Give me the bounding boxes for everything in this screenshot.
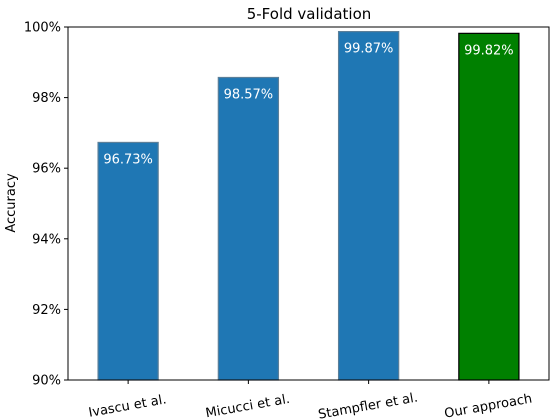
y-tick-label: 94% — [32, 232, 61, 247]
bars-layer — [97, 30, 520, 381]
bar — [217, 76, 280, 381]
x-tick-label: Our approach — [443, 391, 533, 420]
bar — [458, 32, 520, 381]
x-tick-label: Ivascu et al. — [87, 392, 167, 420]
x-tick-label: Micucci et al. — [205, 392, 292, 420]
y-tick-label: 100% — [24, 21, 61, 36]
data-label: 98.57% — [224, 87, 274, 102]
x-tick-label: Stampfler et al. — [317, 390, 419, 420]
chart-title: 5-Fold validation — [247, 5, 372, 23]
data-labels-layer: 96.73% 98.57% 99.87% 99.82% — [103, 42, 513, 168]
data-label: 99.87% — [344, 42, 394, 57]
y-tick-label: 92% — [32, 303, 61, 318]
data-label: 96.73% — [103, 152, 153, 167]
bar — [337, 30, 400, 381]
bar — [97, 141, 159, 381]
data-label: 99.82% — [464, 43, 514, 58]
y-tick-label: 98% — [32, 91, 61, 106]
y-axis-label: Accuracy — [4, 173, 19, 233]
plot-frame — [67, 26, 550, 381]
y-tick-label: 90% — [32, 374, 61, 389]
y-tick-label: 96% — [32, 162, 61, 177]
